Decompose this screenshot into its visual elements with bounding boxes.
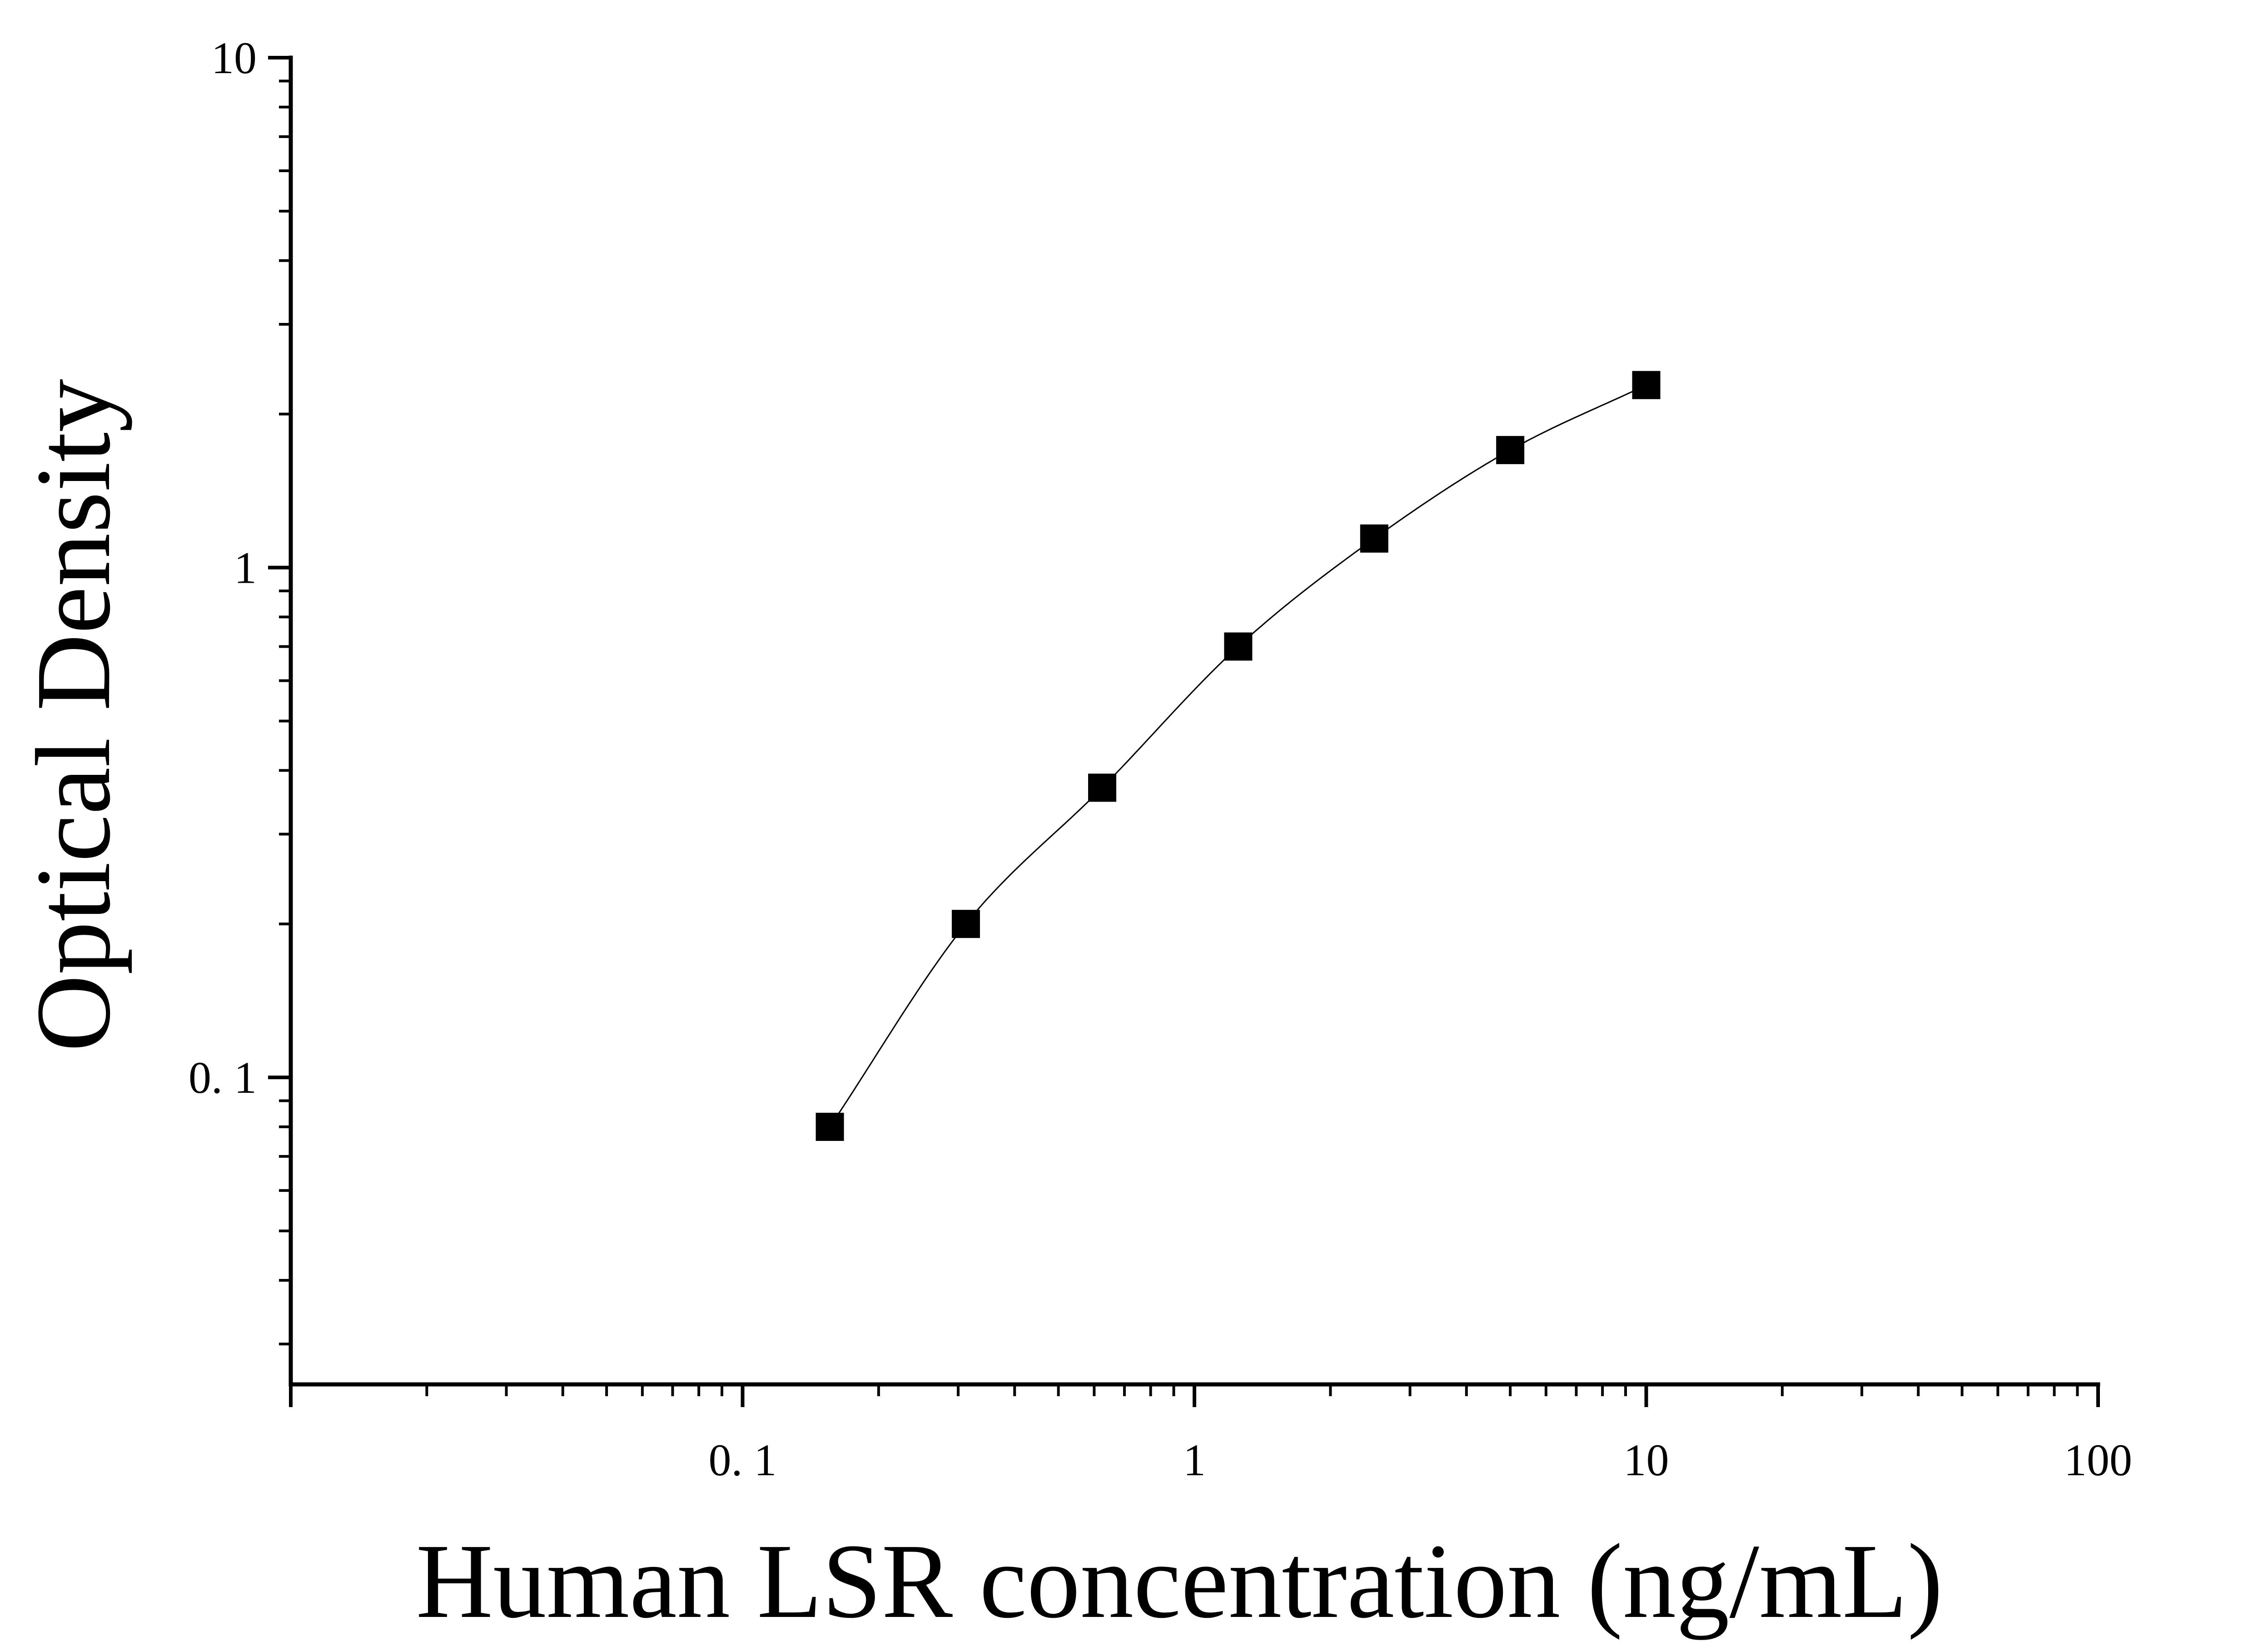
fit-curve-group [829, 384, 1647, 1127]
axes: 0. 1 1 10 100 0. 1 1 10 [189, 33, 2132, 1485]
data-point [1360, 524, 1388, 553]
data-point [1632, 371, 1661, 399]
data-point [816, 1112, 844, 1141]
fit-curve [829, 384, 1647, 1127]
y-tick-label: 1 [234, 543, 257, 593]
x-tick-label: 100 [2064, 1435, 2132, 1485]
data-point [1496, 436, 1525, 464]
y-axis-title: Optical Density [14, 379, 132, 1052]
x-tick-label: 0. 1 [709, 1435, 777, 1485]
y-tick-label: 10 [211, 33, 257, 83]
data-point [951, 910, 980, 938]
x-axis-title: Human LSR concentration (ng/mL) [416, 1522, 1943, 1640]
x-tick-label: 10 [1624, 1435, 1669, 1485]
y-tick-label: 0. 1 [189, 1052, 257, 1103]
x-tick-label: 1 [1183, 1435, 1206, 1485]
data-point [1088, 773, 1117, 802]
data-point [1224, 632, 1253, 661]
data-points [816, 371, 1661, 1141]
